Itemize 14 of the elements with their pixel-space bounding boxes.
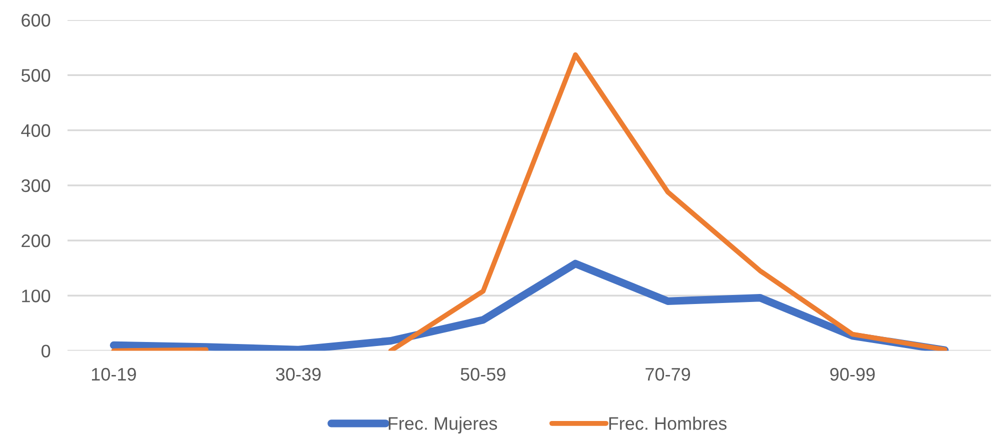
x-tick-label: 70-79	[646, 368, 690, 381]
y-tick-label: 400	[21, 124, 50, 137]
y-tick-label: 0	[42, 344, 50, 358]
x-tick-label: 10-19	[92, 368, 136, 381]
legend-label: Frec. Hombres	[609, 416, 727, 430]
x-tick-label: 30-39	[276, 368, 321, 381]
y-tick-label: 100	[22, 290, 50, 302]
y-tick-label: 600	[22, 14, 50, 27]
y-tick-label: 200	[22, 234, 50, 248]
legend-label: Frec. Mujeres	[388, 416, 498, 434]
x-tick-label: 90-99	[830, 368, 875, 381]
y-tick-label: 300	[21, 179, 50, 192]
y-tick-label: 500	[21, 69, 50, 82]
x-tick-label: 50-59	[460, 368, 506, 381]
